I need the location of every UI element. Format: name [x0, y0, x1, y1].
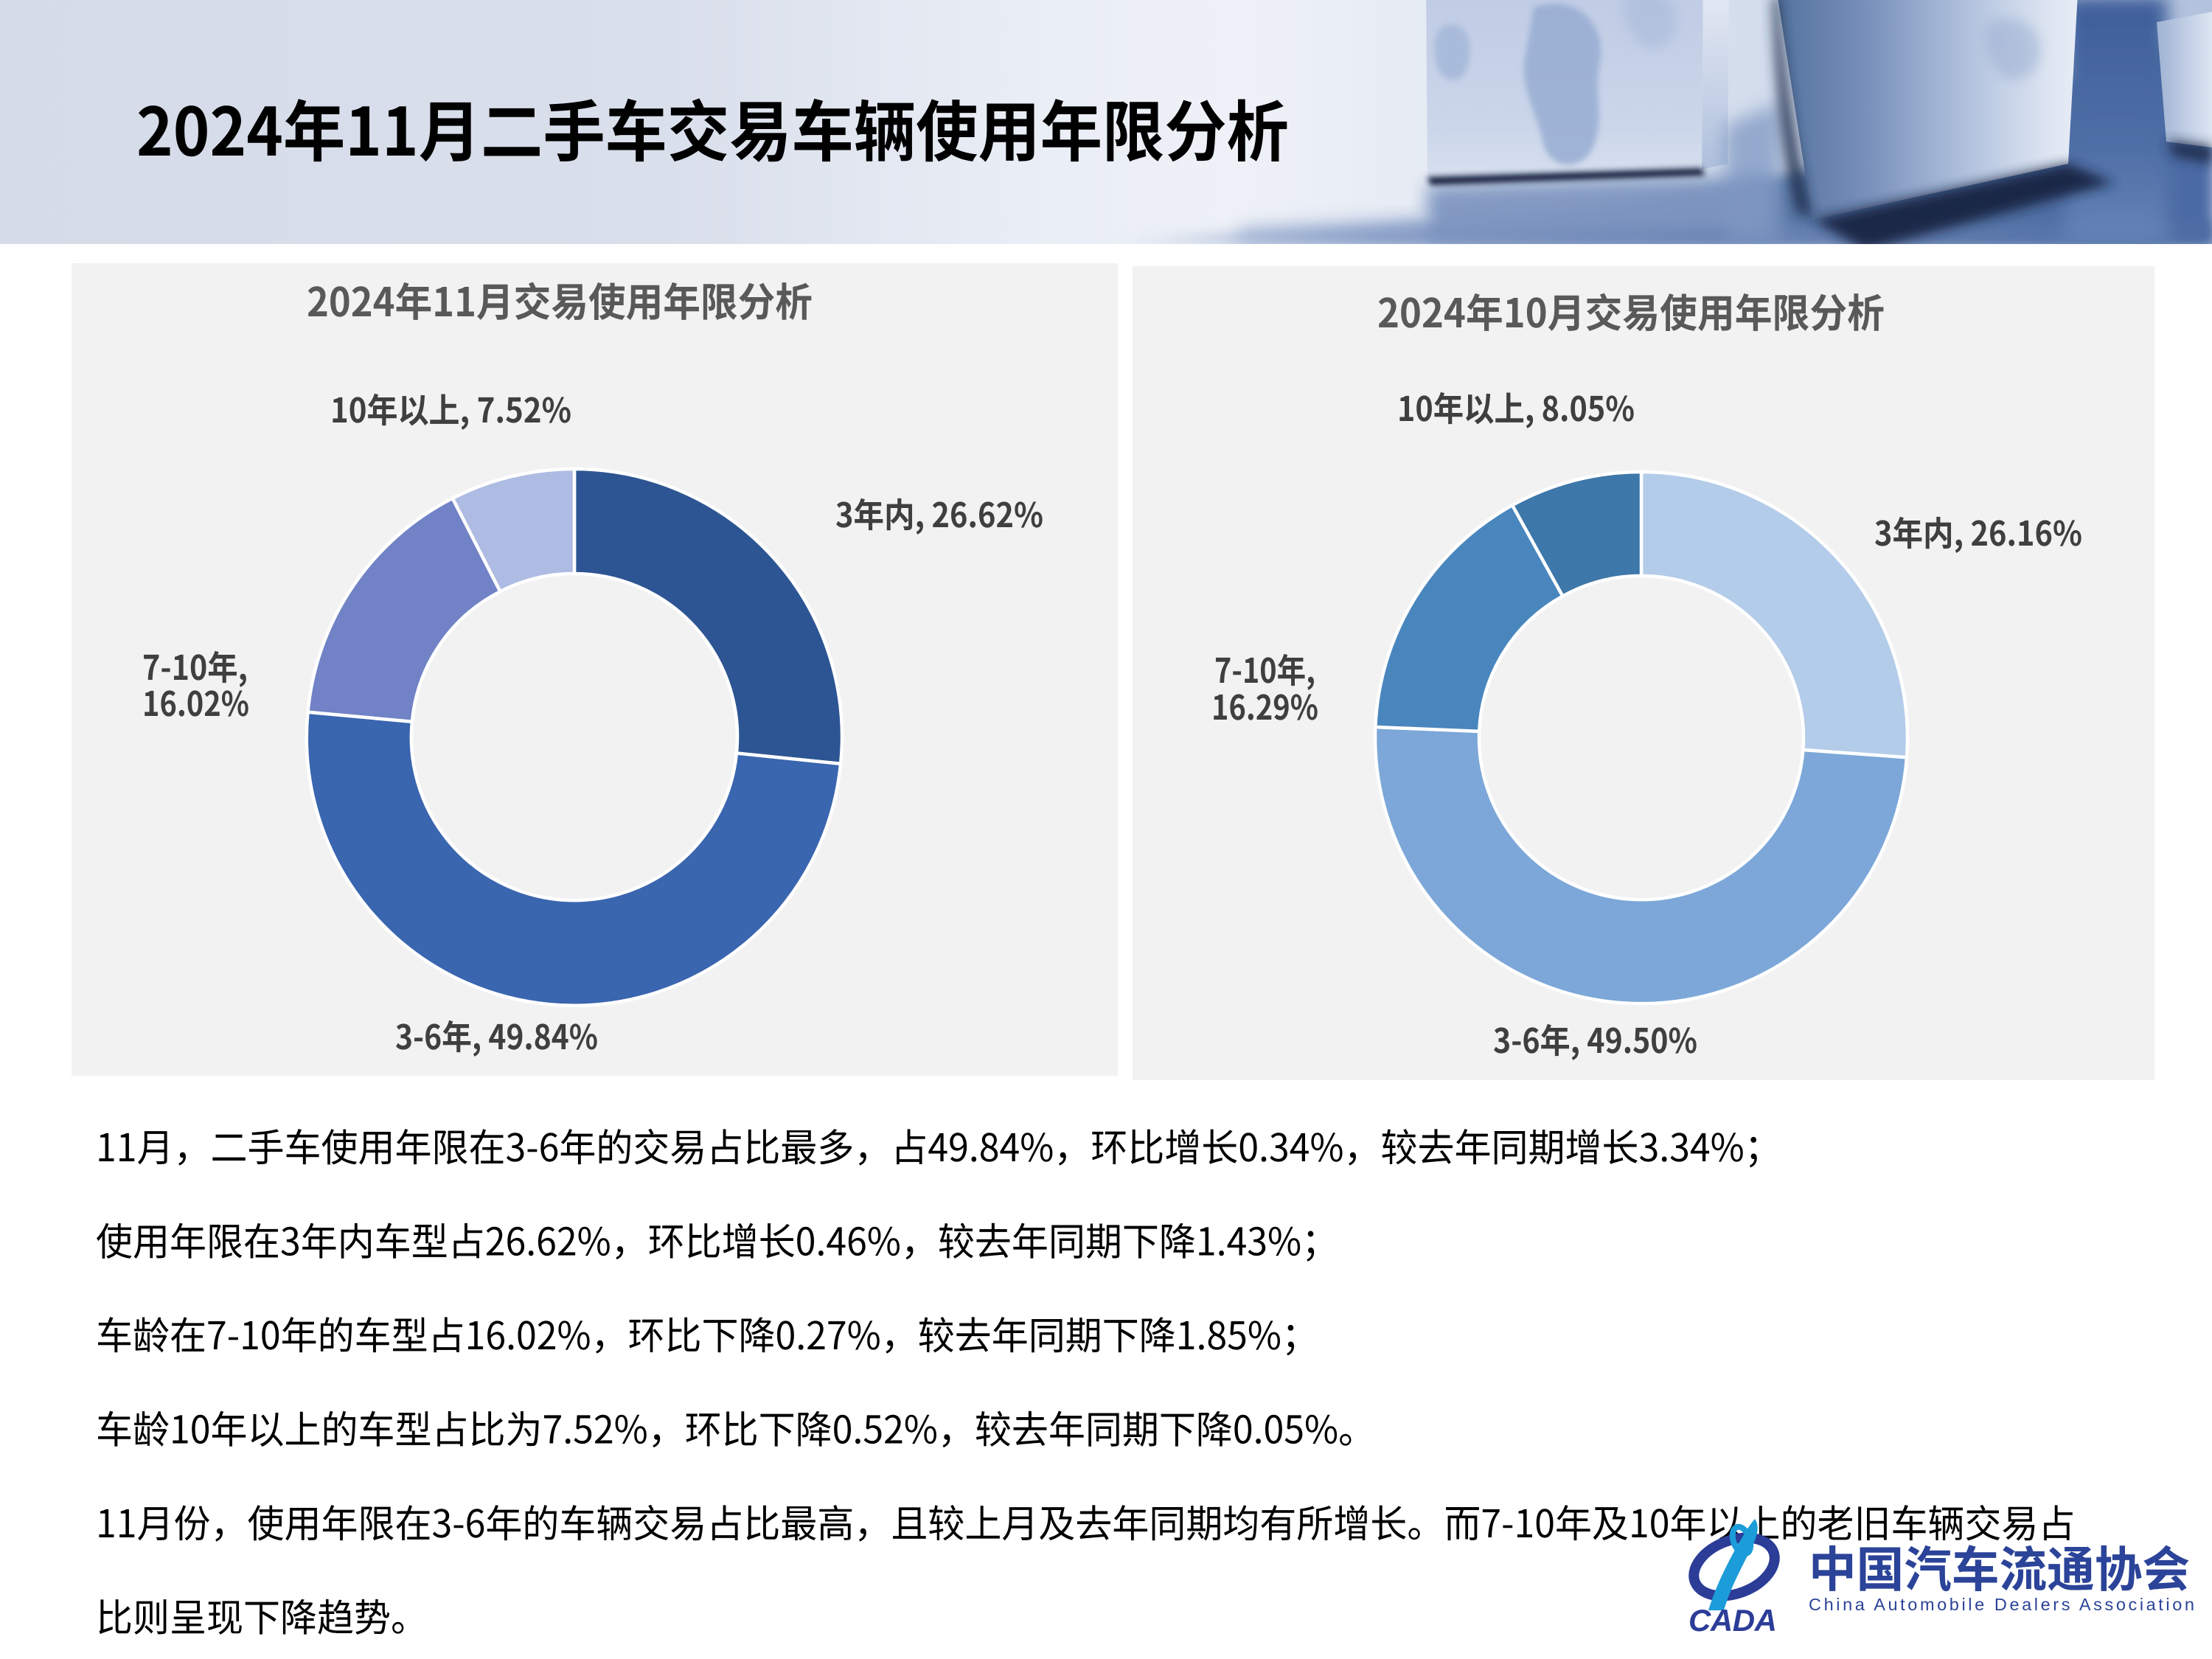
svg-text:CADA: CADA — [1688, 1603, 1777, 1638]
svg-text:China Automobile Dealers Assoc: China Automobile Dealers Association — [1809, 1595, 2194, 1614]
